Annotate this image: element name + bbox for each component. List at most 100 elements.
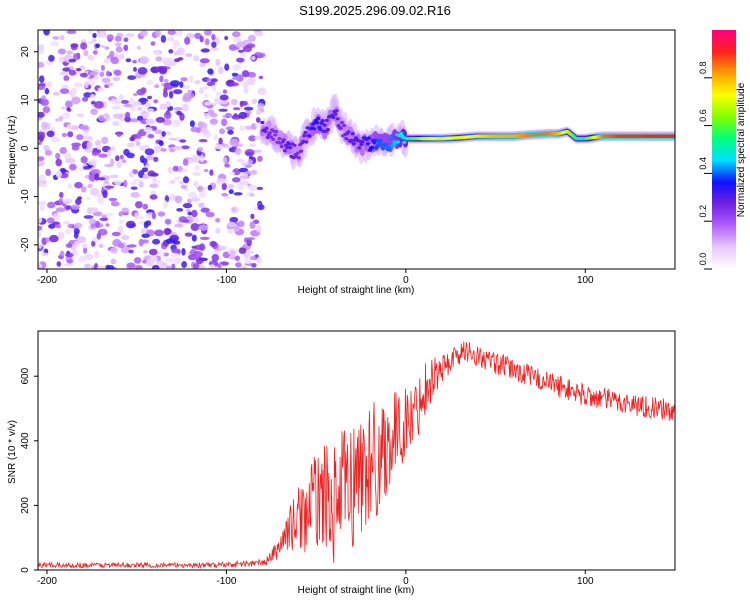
noise-blob	[151, 211, 156, 220]
noise-blob	[169, 91, 174, 99]
noise-blob	[98, 243, 104, 248]
noise-blob	[154, 229, 164, 237]
noise-blob	[218, 66, 224, 75]
noise-blob	[46, 217, 55, 224]
noise-blob	[99, 71, 105, 77]
noise-blob	[229, 82, 239, 87]
noise-blob	[95, 43, 101, 49]
heatmap-y-label: Frequency (Hz)	[7, 116, 18, 185]
noise-blob	[158, 140, 164, 146]
noise-blob	[75, 198, 82, 206]
noise-blob	[59, 191, 64, 198]
signal-core	[301, 139, 306, 143]
signal-core	[326, 128, 330, 132]
noise-blob	[78, 255, 86, 263]
noise-blob	[137, 115, 144, 121]
noise-blob	[55, 170, 63, 179]
noise-blob	[66, 30, 77, 34]
noise-blob	[132, 60, 137, 64]
noise-blob	[187, 211, 193, 216]
noise-blob	[66, 259, 74, 264]
noise-blob	[251, 56, 256, 61]
noise-blob	[181, 248, 186, 256]
noise-blob	[237, 220, 245, 228]
noise-blob	[256, 52, 266, 58]
noise-blob	[173, 51, 181, 56]
noise-blob	[61, 132, 67, 138]
noise-blob	[210, 47, 219, 51]
noise-blob	[173, 257, 182, 264]
noise-blob	[146, 258, 154, 267]
noise-blob	[205, 211, 215, 218]
noise-blob	[193, 55, 200, 62]
noise-blob	[41, 121, 48, 130]
noise-blob	[197, 147, 204, 152]
noise-blob	[143, 250, 148, 254]
noise-blob	[63, 75, 70, 81]
noise-blob	[73, 232, 79, 239]
noise-blob	[197, 185, 204, 193]
noise-blob	[163, 78, 169, 83]
noise-blob	[114, 35, 122, 42]
signal-core	[303, 130, 308, 135]
signal-core	[296, 156, 301, 160]
noise-blob	[76, 113, 85, 117]
noise-blob	[256, 186, 264, 191]
noise-blob	[257, 87, 267, 96]
noise-blob	[150, 190, 157, 196]
noise-blob	[147, 170, 156, 177]
noise-blob	[50, 41, 59, 47]
noise-blob	[194, 164, 200, 171]
signal-core	[344, 137, 349, 141]
noise-blob	[176, 110, 183, 116]
noise-blob	[180, 77, 188, 82]
noise-blob	[50, 136, 60, 143]
noise-blob	[121, 159, 127, 164]
noise-blob	[118, 53, 125, 60]
noise-blob	[115, 99, 121, 106]
noise-blob	[199, 58, 210, 64]
noise-blob	[253, 206, 259, 211]
snr-y-tick-label: 600	[20, 367, 31, 384]
noise-blob	[38, 156, 45, 162]
noise-blob	[113, 69, 122, 76]
noise-blob	[171, 248, 181, 254]
noise-blob	[133, 257, 142, 264]
noise-blob	[48, 223, 56, 229]
signal-core	[360, 140, 365, 144]
noise-blob	[101, 77, 111, 84]
noise-blob	[160, 35, 167, 43]
signal-core	[281, 138, 286, 142]
signal-core	[350, 132, 355, 136]
noise-blob	[80, 125, 90, 131]
noise-blob	[152, 179, 160, 184]
signal-core	[264, 126, 269, 130]
noise-blob	[155, 30, 161, 37]
noise-blob	[196, 127, 201, 134]
noise-blob	[136, 88, 146, 96]
noise-blob	[134, 138, 141, 143]
noise-blob	[165, 101, 171, 108]
noise-blob	[169, 148, 175, 153]
noise-blob	[66, 107, 71, 112]
signal-core	[359, 142, 364, 147]
heatmap-marks	[38, 30, 675, 269]
noise-blob	[191, 234, 197, 242]
signal-core	[320, 119, 325, 123]
noise-blob	[170, 253, 178, 258]
noise-blob	[90, 101, 96, 105]
noise-blob	[58, 115, 64, 122]
noise-blob	[42, 106, 51, 114]
noise-blob	[135, 201, 143, 209]
noise-blob	[77, 196, 83, 200]
noise-blob	[125, 220, 136, 229]
noise-blob	[215, 228, 221, 234]
signal-core	[334, 109, 339, 113]
noise-blob	[57, 231, 65, 240]
noise-blob	[165, 265, 172, 269]
noise-blob	[83, 263, 92, 269]
noise-blob	[123, 44, 129, 51]
noise-blob	[67, 131, 74, 138]
noise-blob	[145, 118, 156, 125]
noise-blob	[136, 45, 141, 50]
